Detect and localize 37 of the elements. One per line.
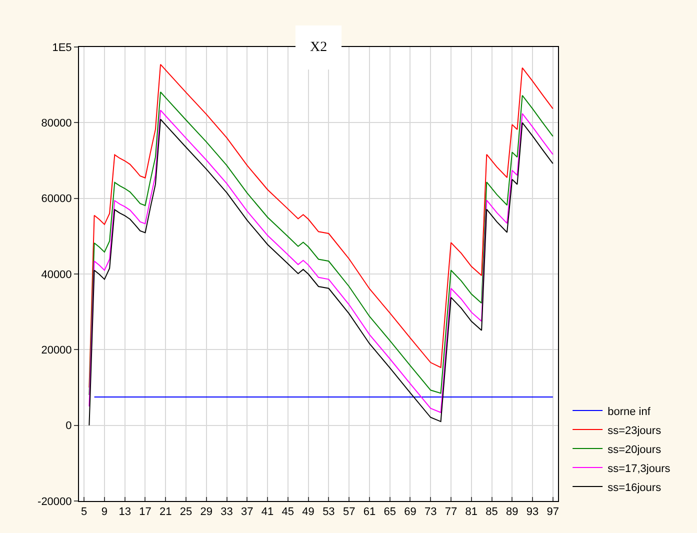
x-tick-label: 25 (180, 506, 192, 518)
x-tick-label: 81 (465, 506, 478, 518)
legend-label: ss=17,3jours (608, 462, 671, 475)
legend-label: ss=16jours (608, 482, 662, 494)
x-tick-label: 29 (200, 506, 213, 518)
x-tick-label: 9 (101, 506, 108, 518)
x-tick-label: 5 (81, 506, 88, 518)
x-tick-label: 77 (444, 506, 458, 518)
y-tick-label: 60000 (41, 193, 72, 206)
x-tick-label: 57 (342, 506, 356, 518)
x-tick-label: 45 (282, 506, 294, 518)
y-tick-label: 80000 (41, 118, 72, 130)
chart-title: X2 (310, 40, 328, 55)
x-tick-label: 85 (486, 506, 498, 518)
x-tick-label: 97 (546, 506, 560, 518)
legend-label: borne inf (608, 406, 652, 418)
x-tick-label: 33 (220, 506, 233, 518)
y-tick-label: -20000 (38, 496, 72, 508)
x-tick-label: 61 (363, 506, 376, 518)
x-tick-label: 13 (118, 506, 131, 518)
y-tick-label: 40000 (41, 268, 72, 281)
x-tick-label: 49 (302, 506, 314, 518)
legend-label: ss=23jours (608, 424, 662, 437)
x-tick-label: 69 (404, 506, 416, 518)
y-tick-label: 0 (66, 420, 72, 432)
legend-label: ss=20jours (608, 444, 662, 456)
x-tick-label: 93 (526, 506, 539, 518)
x-tick-label: 65 (384, 506, 396, 518)
x-tick-label: 73 (424, 506, 437, 518)
x-tick-label: 53 (322, 506, 335, 518)
x-tick-label: 21 (160, 506, 172, 518)
y-tick-label: 20000 (41, 344, 72, 357)
y-tick-label: 1E5 (52, 42, 72, 54)
x-tick-label: 17 (139, 506, 152, 518)
x-tick-label: 41 (261, 506, 274, 518)
x-tick-label: 89 (506, 506, 518, 518)
x-tick-label: 37 (241, 506, 254, 518)
